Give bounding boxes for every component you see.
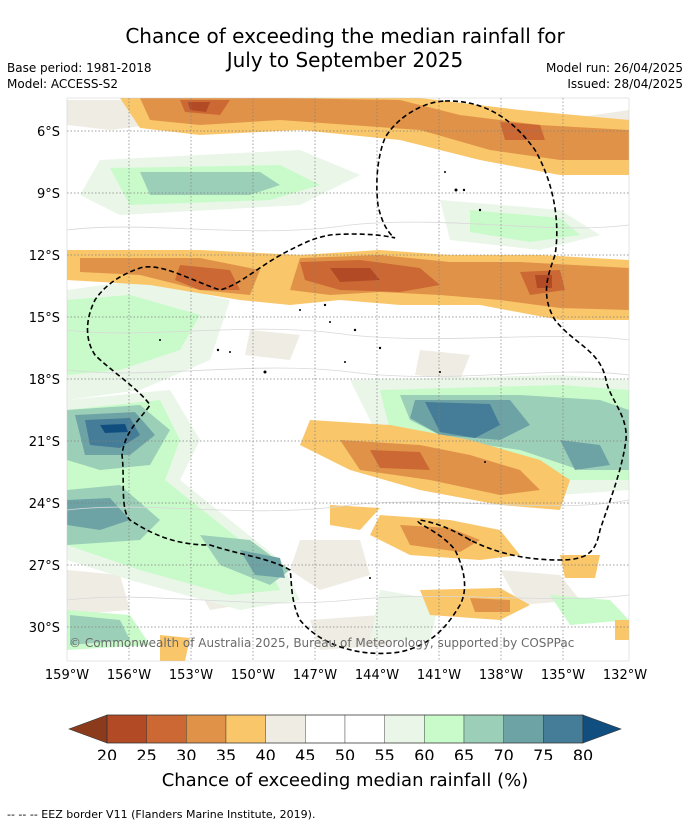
colorbar-segment <box>463 714 504 744</box>
contour-lines <box>67 221 629 604</box>
lat-label: 9°S <box>37 187 60 202</box>
colorbar-tick-label: 40 <box>255 746 275 760</box>
lon-label: 147°W <box>293 668 337 683</box>
lon-label: 153°W <box>169 668 213 683</box>
colorbar-tick-label: 30 <box>176 746 196 760</box>
lon-label: 138°W <box>479 668 523 683</box>
rainfall-map: © Commonwealth of Australia 2025, Bureau… <box>29 97 647 760</box>
colorbar-tick-label: 65 <box>454 746 474 760</box>
map-area: © Commonwealth of Australia 2025, Bureau… <box>67 98 629 661</box>
colorbar-tick-label: 25 <box>136 746 156 760</box>
meta-left: Base period: 1981-2018 Model: ACCESS-S2 <box>7 60 152 92</box>
colorbar-segment <box>265 714 306 744</box>
lat-label: 6°S <box>37 125 60 140</box>
title-line-1: Chance of exceeding the median rainfall … <box>125 24 565 48</box>
colorbar: 20 25 30 35 40 45 50 55 60 65 70 75 80 <box>68 714 622 760</box>
colorbar-segment <box>106 714 147 744</box>
lat-label: 18°S <box>29 373 60 388</box>
colorbar-tick-label: 75 <box>533 746 553 760</box>
colorbar-tick-label: 50 <box>335 746 355 760</box>
issued-date: Issued: 28/04/2025 <box>567 77 683 91</box>
colorbar-tick-label: 55 <box>374 746 394 760</box>
lon-label: 132°W <box>603 668 647 683</box>
eez-border <box>86 100 627 655</box>
colorbar-tick-label: 45 <box>295 746 315 760</box>
colorbar-segment <box>424 714 465 744</box>
gridlines <box>67 98 629 661</box>
lat-label: 21°S <box>29 435 60 450</box>
lat-label: 12°S <box>29 249 60 264</box>
colorbar-tick-label: 60 <box>414 746 434 760</box>
colorbar-ticks: 20 25 30 35 40 45 50 55 60 65 70 75 80 <box>97 746 593 760</box>
wet-max-regions <box>100 424 128 433</box>
dry-extreme-regions <box>188 102 552 288</box>
colorbar-segment <box>225 714 266 744</box>
latitude-labels: 6°S 9°S 12°S 15°S 18°S 21°S 24°S 27°S 30… <box>29 125 60 636</box>
colorbar-segment <box>503 714 544 744</box>
colorbar-segment <box>384 714 425 744</box>
lon-label: 156°W <box>107 668 151 683</box>
colorbar-segment <box>146 714 187 744</box>
colorbar-segment <box>305 714 346 744</box>
lat-label: 30°S <box>29 621 60 636</box>
colorbar-segment <box>186 714 227 744</box>
colorbar-tick-label: 20 <box>97 746 117 760</box>
meta-right: Model run: 26/04/2025 Issued: 28/04/2025 <box>546 60 683 92</box>
lon-label: 144°W <box>355 668 399 683</box>
longitude-labels: 159°W 156°W 153°W 150°W 147°W 144°W 141°… <box>45 668 647 683</box>
colorbar-segment <box>344 714 385 744</box>
lat-label: 15°S <box>29 311 60 326</box>
lon-label: 135°W <box>541 668 585 683</box>
map-title: Chance of exceeding the median rainfall … <box>0 24 690 72</box>
map-frame <box>66 97 630 662</box>
colorbar-frame <box>106 714 584 744</box>
model-run: Model run: 26/04/2025 <box>545 61 683 75</box>
lon-label: 159°W <box>45 668 89 683</box>
lat-label: 27°S <box>29 559 60 574</box>
colorbar-tick-label: 35 <box>216 746 236 760</box>
eez-footnote: -- -- -- EEZ border V11 (Flanders Marine… <box>7 808 316 821</box>
colorbar-tick-label: 80 <box>573 746 593 760</box>
islands <box>159 171 486 579</box>
base-period: Base period: 1981-2018 <box>7 61 152 75</box>
colorbar-segment <box>543 714 584 744</box>
colorbar-title: Chance of exceeding median rainfall (%) <box>161 770 529 791</box>
copyright-text: © Commonwealth of Australia 2025, Bureau… <box>69 636 574 650</box>
lon-label: 141°W <box>417 668 461 683</box>
title-line-2: July to September 2025 <box>226 48 464 72</box>
lon-label: 150°W <box>231 668 275 683</box>
model-name: Model: ACCESS-S2 <box>7 77 119 91</box>
lat-label: 24°S <box>29 497 60 512</box>
colorbar-segments <box>106 714 584 744</box>
colorbar-tick-label: 70 <box>493 746 513 760</box>
colorbar-under-arrow <box>68 714 108 744</box>
colorbar-over-arrow <box>582 714 622 744</box>
